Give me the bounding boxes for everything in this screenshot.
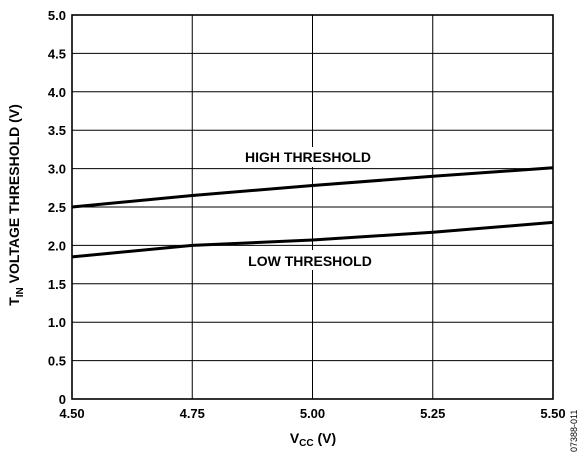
x-axis-title: VCC (V) xyxy=(290,430,336,449)
x-tick-label: 4.50 xyxy=(59,406,84,421)
x-tick-labels: 4.50 4.75 5.00 5.25 5.50 xyxy=(59,406,565,421)
y-tick-label: 4.0 xyxy=(48,85,66,100)
figure-id: 07388-011 xyxy=(569,410,579,452)
grid-lines xyxy=(71,14,554,400)
y-axis-title: TIN VOLTAGE THRESHOLD (V) xyxy=(6,104,26,306)
low-threshold-label: LOW THRESHOLD xyxy=(248,253,372,269)
y-tick-label: 5.0 xyxy=(48,8,66,23)
y-tick-label: 3.0 xyxy=(48,162,66,177)
y-tick-label: 3.5 xyxy=(48,123,66,138)
high-threshold-label-bg xyxy=(230,147,386,167)
x-tick-label: 4.75 xyxy=(180,406,205,421)
low-threshold-line xyxy=(71,220,554,259)
y-tick-label: 4.5 xyxy=(48,46,66,61)
plot-border xyxy=(71,14,554,400)
y-tick-label: 1.0 xyxy=(48,315,66,330)
low-threshold-label-bg xyxy=(233,250,383,270)
y-tick-label: 2.5 xyxy=(48,200,66,215)
y-tick-label: 1.5 xyxy=(48,277,66,292)
y-tick-label: 0 xyxy=(59,392,66,407)
x-tick-label: 5.50 xyxy=(540,406,565,421)
y-tick-label: 0.5 xyxy=(48,354,66,369)
x-tick-label: 5.00 xyxy=(300,406,325,421)
high-threshold-line xyxy=(71,166,554,209)
y-tick-label: 2.0 xyxy=(48,238,66,253)
high-threshold-label: HIGH THRESHOLD xyxy=(245,149,371,165)
plot-frame xyxy=(71,14,554,400)
x-tick-label: 5.25 xyxy=(420,406,445,421)
y-tick-labels: 0 0.5 1.0 1.5 2.0 2.5 3.0 3.5 4.0 4.5 5.0 xyxy=(48,8,66,407)
series-lines xyxy=(71,166,554,259)
